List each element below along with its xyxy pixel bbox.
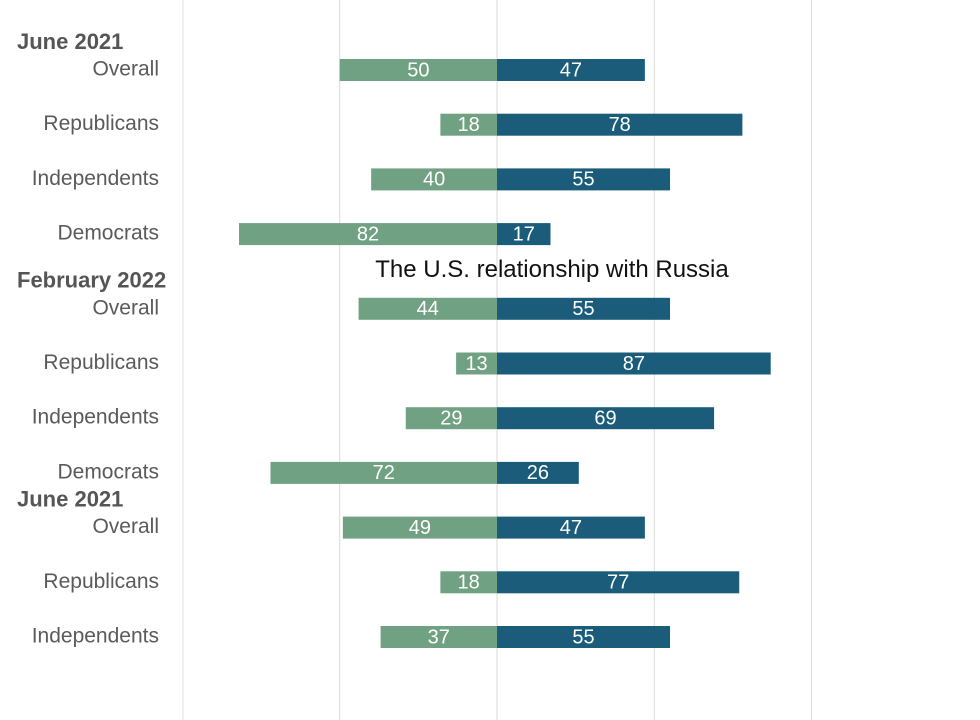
bar-left [405,407,497,430]
bar-right [497,571,740,594]
row-label: Overall [92,58,159,81]
bar-label-right: 87 [623,353,645,375]
bar-right [497,352,771,375]
bar-label-right: 78 [609,114,631,136]
row-label: Independents [32,406,159,429]
bar-label-left: 50 [407,59,429,81]
row-label: Independents [32,625,159,648]
bar-left [339,59,497,81]
bar-left [456,352,497,375]
group-label: June 2021 [17,486,123,511]
bar-right [497,516,645,539]
row-label: Democrats [57,222,159,245]
bar-label-right: 69 [594,407,616,429]
row-label: Republicans [43,112,159,135]
bar-right [497,626,671,648]
bar-right [497,168,671,191]
bar-label-right: 47 [560,59,582,81]
bar-label-left: 29 [440,407,462,429]
bar-label-left: 18 [458,114,480,136]
bar-label-left: 37 [428,626,450,648]
bar-label-right: 47 [560,517,582,539]
bar-left [342,516,497,539]
row-label: Democrats [57,460,159,483]
bar-left [358,297,497,320]
bar-right [497,113,743,136]
section-title: The U.S. relationship with Russia [375,256,729,283]
bar-label-right: 55 [572,626,594,648]
bar-left [270,461,497,484]
bar-right [497,461,579,484]
row-label: Republicans [43,570,159,593]
bar-label-right: 26 [527,462,549,484]
bar-left [440,571,497,594]
bar-left [371,168,497,191]
row-label: Overall [92,515,159,538]
row-label: Overall [92,296,159,319]
bar-left [239,223,497,246]
bar-right [497,59,645,81]
row-label: Independents [32,167,159,190]
bar-label-left: 72 [373,462,395,484]
group-label: June 2021 [17,29,123,54]
bar-right [497,407,715,430]
bar-label-right: 55 [572,169,594,191]
bar-label-left: 13 [465,353,487,375]
row-label: Republicans [43,351,159,374]
bar-label-right: 55 [572,298,594,320]
bar-right [497,297,671,320]
bar-left [440,113,497,136]
bar-label-right: 17 [513,223,535,245]
bar-label-left: 44 [417,298,439,320]
bar-label-right: 77 [607,572,629,594]
bar-right [497,223,551,246]
bar-left [380,626,497,648]
group-label: February 2022 [17,268,166,293]
bar-label-left: 82 [357,223,379,245]
bar-label-left: 18 [458,572,480,594]
bar-label-left: 49 [409,517,431,539]
bar-label-left: 40 [423,169,445,191]
